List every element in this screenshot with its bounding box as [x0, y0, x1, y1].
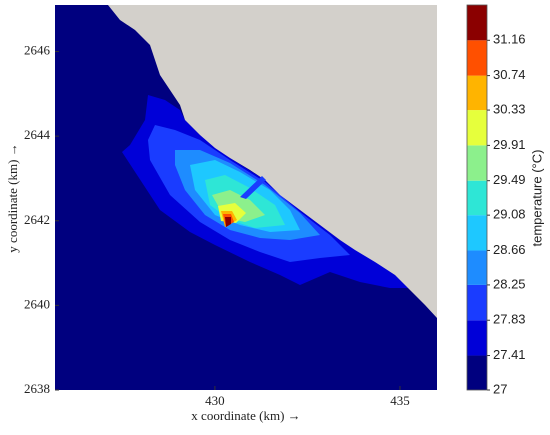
colorbar-tick-label: 27.41: [493, 347, 526, 362]
colorbar-band: [467, 215, 487, 251]
colorbar-tick-label: 30.74: [493, 67, 526, 82]
colorbar-band: [467, 75, 487, 111]
colorbar-frame: [466, 4, 488, 391]
colorbar-band: [467, 180, 487, 216]
x-tick-label: 435: [390, 393, 410, 408]
colorbar-band: [467, 284, 487, 321]
y-tick-label: 2642: [24, 212, 50, 227]
colorbar-tick-label: 28.66: [493, 242, 526, 257]
x-tick-label: 430: [205, 393, 225, 408]
land: [108, 5, 437, 318]
colorbar-band: [467, 250, 487, 285]
colorbar-band: [467, 320, 487, 356]
colorbar-band: [467, 110, 487, 146]
y-tick-label: 2646: [24, 43, 51, 58]
x-axis-label: x coordinate (km) →: [191, 408, 300, 423]
jetty: [240, 176, 266, 199]
colorbar-tick-label: 29.49: [493, 172, 526, 187]
colorbar-label: temperature (°C): [529, 150, 544, 247]
colorbar-tick-label: 28.25: [493, 276, 526, 291]
colorbar-tick-label: 30.33: [493, 102, 526, 117]
colorbar-tick-label: 29.91: [493, 137, 526, 152]
y-tick-label: 2644: [24, 127, 51, 142]
colorbar-band: [467, 355, 487, 390]
colorbar-band: [467, 145, 487, 181]
colorbar-band: [467, 40, 487, 76]
colorbar-band: [467, 5, 487, 41]
y-tick-label: 2640: [24, 296, 50, 311]
colorbar-tick-label: 29.08: [493, 207, 526, 222]
y-axis-label: y coordinate (km) →: [5, 143, 20, 252]
colorbar-tick-label: 31.16: [493, 32, 526, 47]
colorbar-tick-label: 27: [493, 381, 507, 396]
contour-region: [225, 217, 231, 227]
colorbar-tick-label: 27.83: [493, 312, 526, 327]
y-tick-label: 2638: [24, 381, 50, 396]
